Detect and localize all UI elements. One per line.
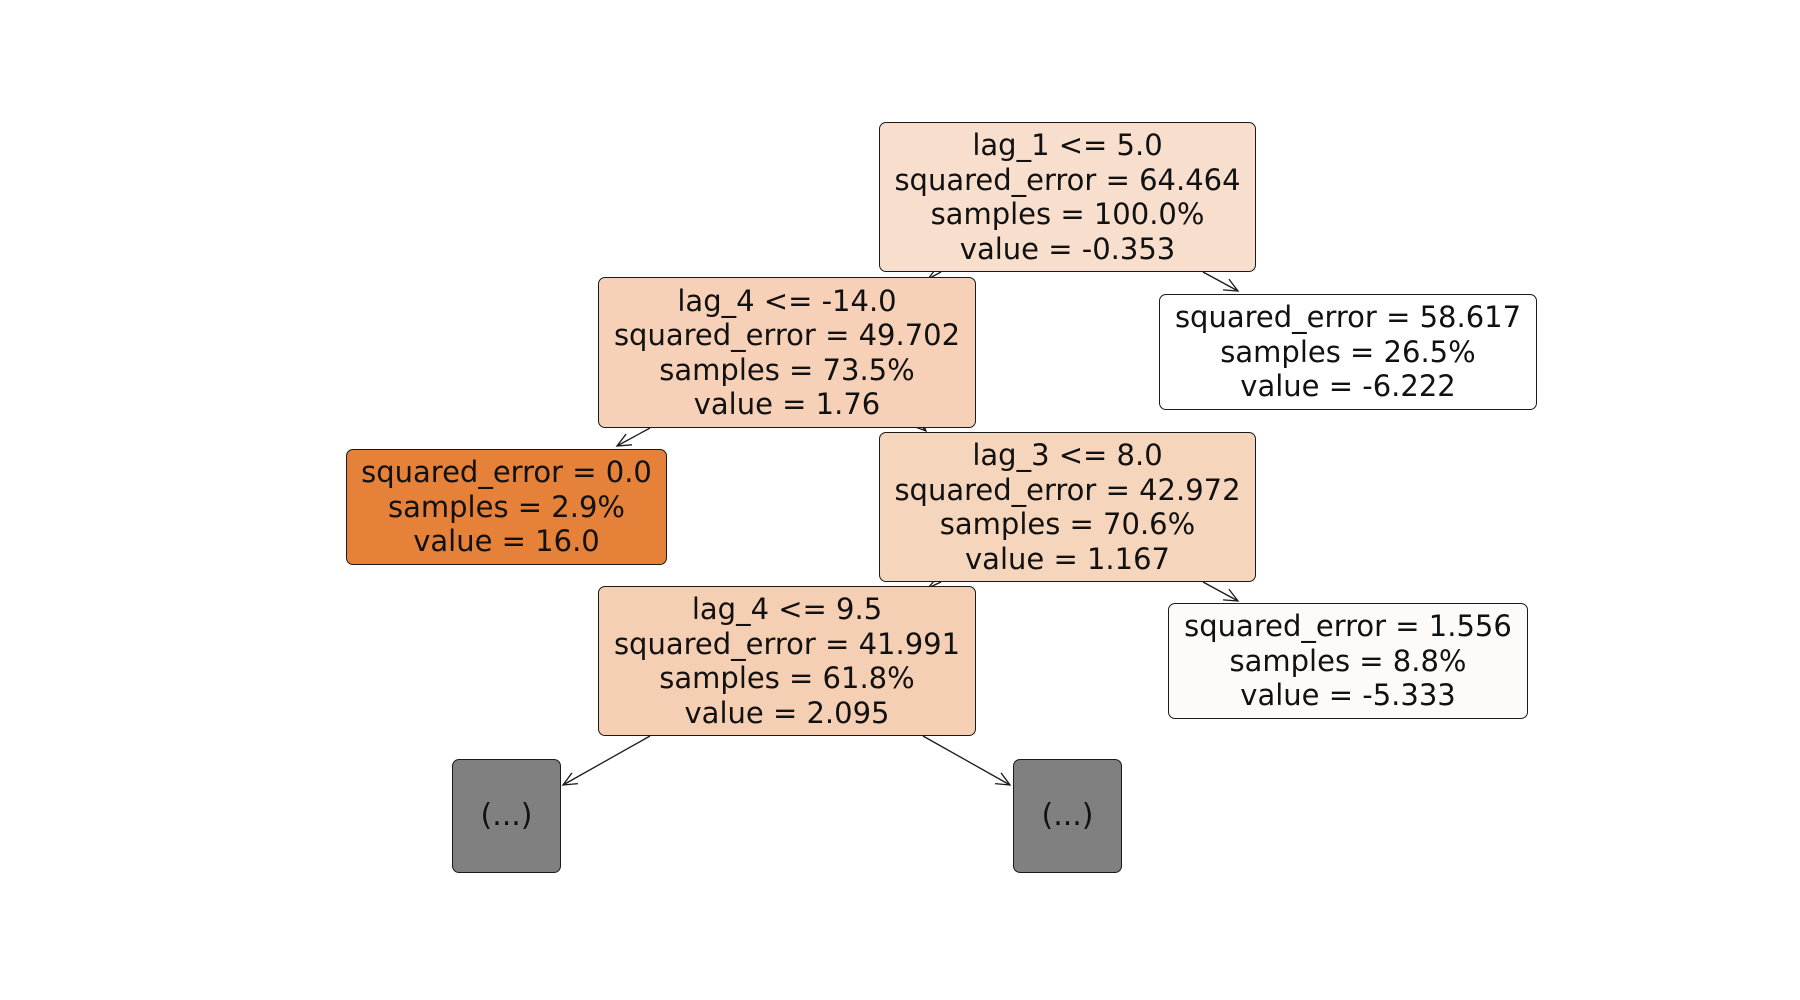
node-text-line: squared_error = 58.617 — [1174, 300, 1522, 335]
node-text-line: squared_error = 64.464 — [894, 162, 1241, 197]
tree-node-n5: lag_4 <= 9.5 squared_error = 41.991 sample… — [598, 586, 976, 736]
tree-node-n4: lag_3 <= 8.0 squared_error = 42.972 sample… — [879, 432, 1256, 582]
arrow-head — [1222, 588, 1240, 602]
arrow-head — [615, 433, 633, 447]
arrow-head — [1222, 278, 1240, 292]
node-text-line: squared_error = 49.702 — [613, 318, 961, 352]
arrow-head — [561, 772, 578, 786]
node-text-line: lag_3 <= 8.0 — [972, 438, 1163, 472]
node-text-line: samples = 70.6% — [939, 507, 1196, 541]
node-text-line: value = 1.167 — [965, 541, 1170, 576]
node-text-line: lag_1 <= 5.0 — [972, 128, 1163, 162]
node-text-line: squared_error = 41.991 — [613, 626, 961, 661]
node-text-line: samples = 8.8% — [1229, 643, 1467, 678]
node-text-line: squared_error = 42.972 — [894, 472, 1241, 507]
tree-node-n1: lag_4 <= -14.0 squared_error = 49.702 samp… — [598, 277, 976, 428]
node-text-line: samples = 100.0% — [930, 197, 1205, 231]
node-text-line: lag_4 <= -14.0 — [677, 283, 897, 318]
tree-edge — [1202, 271, 1240, 292]
node-text-line: samples = 26.5% — [1220, 334, 1476, 369]
node-text-line: lag_4 <= 9.5 — [691, 592, 883, 626]
arrow-head — [995, 772, 1012, 786]
node-text-line: value = -6.222 — [1240, 369, 1456, 404]
node-text-line: value = 1.76 — [693, 387, 881, 421]
tree-node-n2: squared_error = 58.617 samples = 26.5% val… — [1159, 294, 1537, 410]
node-text-line: (...) — [1041, 797, 1094, 833]
node-text-line: value = -5.333 — [1240, 678, 1456, 713]
node-text-line: squared_error = 0.0 — [361, 455, 652, 490]
node-text-line: value = -0.353 — [959, 231, 1176, 266]
node-text-line: samples = 2.9% — [388, 489, 625, 524]
node-text-line: value = 2.095 — [684, 695, 890, 730]
tree-node-n0: lag_1 <= 5.0 squared_error = 64.464 sample… — [879, 122, 1256, 272]
tree-edge — [1202, 581, 1240, 602]
truncated-subtree-node: (...) — [452, 759, 561, 873]
node-text-line: samples = 61.8% — [659, 661, 915, 695]
truncated-subtree-node: (...) — [1013, 759, 1122, 873]
node-text-line: squared_error = 1.556 — [1184, 609, 1512, 644]
tree-edge — [561, 735, 651, 786]
tree-edge — [615, 427, 651, 447]
node-text-line: (...) — [480, 797, 533, 833]
node-text-line: samples = 73.5% — [659, 352, 915, 387]
tree-node-n6: squared_error = 1.556 samples = 8.8% value… — [1168, 603, 1528, 719]
tree-node-n3: squared_error = 0.0 samples = 2.9% value =… — [346, 449, 667, 565]
tree-edge — [922, 735, 1012, 786]
node-text-line: value = 16.0 — [413, 524, 600, 559]
